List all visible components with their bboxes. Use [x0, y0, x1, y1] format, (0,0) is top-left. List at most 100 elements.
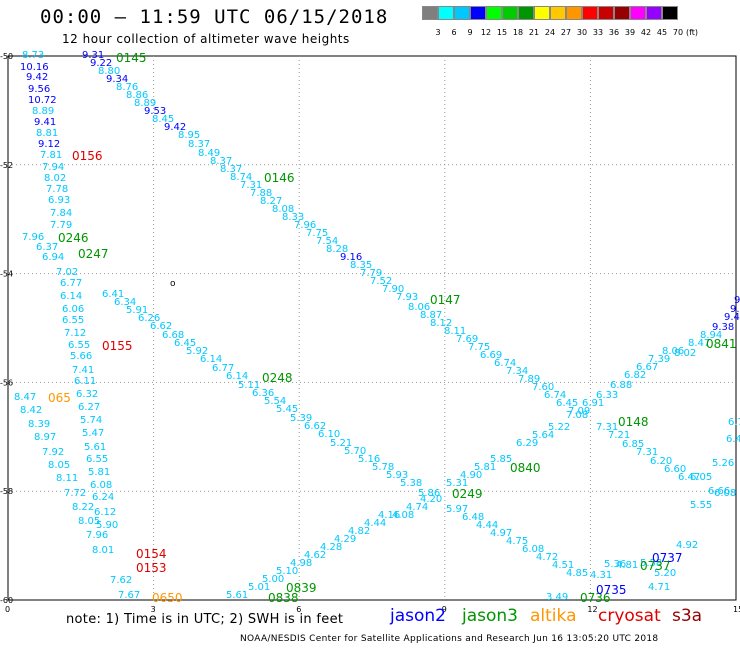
wave-height-value: 7.81: [40, 150, 62, 161]
wave-height-value: 4.97: [490, 528, 512, 539]
wave-height-value: 6.32: [76, 389, 98, 400]
colorbar-label: 15: [496, 28, 508, 37]
wave-height-value: 6.60: [664, 464, 686, 475]
colorbar-label: 30: [576, 28, 588, 37]
wave-height-value: 4.51: [552, 560, 574, 571]
wave-height-value: 8.97: [34, 432, 56, 443]
wave-height-value: 6.36: [252, 388, 274, 399]
colorbar-swatch: [630, 6, 646, 20]
wave-height-value: 9.12: [38, 139, 60, 150]
colorbar-label: 9: [467, 28, 473, 37]
wave-height-value: 6.45: [556, 398, 578, 409]
wave-height-value: 9.56: [28, 84, 50, 95]
wave-height-value: 8.02: [44, 173, 66, 184]
wave-height-value: 6.48: [462, 512, 484, 523]
wave-height-value: 6.62: [304, 421, 326, 432]
wave-height-value: 8.02: [674, 348, 696, 359]
wave-height-value: 8.22: [72, 502, 94, 513]
wave-height-value: 8.81: [36, 128, 58, 139]
wave-height-value: 6.88: [610, 380, 632, 391]
wave-height-value: 6.12: [94, 507, 116, 518]
wave-height-value: 8.87: [420, 310, 442, 321]
wave-height-value: 9.34: [106, 74, 128, 85]
wave-height-value: 5.26: [712, 458, 734, 469]
wave-height-value: 7.69: [456, 334, 478, 345]
wave-height-value: 5.10: [276, 566, 298, 577]
wave-height-value: 8.89: [134, 98, 156, 109]
wave-height-value: 6.77: [212, 363, 234, 374]
colorbar-label: 45: [656, 28, 668, 37]
wave-height-value: 6.77: [60, 278, 82, 289]
colorbar-label: 21: [528, 28, 540, 37]
wave-height-value: 5.55: [690, 500, 712, 511]
wave-height-value: 8.73: [22, 50, 44, 61]
latitude-label: -54: [0, 270, 13, 279]
wave-height-value: 7.31: [240, 180, 262, 191]
wave-height-value: 5.58: [640, 558, 662, 569]
wave-height-value: 6.55: [68, 340, 90, 351]
satellite-name: cryosat: [598, 606, 661, 626]
wave-height-value: 4.44: [364, 518, 386, 529]
wave-height-value: 5.39: [290, 413, 312, 424]
page-title: 00:00 – 11:59 UTC 06/15/2018: [40, 6, 389, 28]
small-mark: o: [170, 279, 176, 289]
wave-height-value: 5.78: [372, 462, 394, 473]
wave-height-value: 6.06: [62, 304, 84, 315]
colorbar-swatch: [582, 6, 598, 20]
colorbar-swatch: [454, 6, 470, 20]
wave-height-value: 6.94: [42, 252, 64, 263]
wave-height-value: 9: [734, 295, 740, 306]
wave-height-value: 8.05: [78, 516, 100, 527]
wave-height-value: 6.45: [174, 338, 196, 349]
wave-height-value: 8.74: [230, 172, 252, 183]
wave-height-value: 8.12: [430, 318, 452, 329]
wave-height-value: 5.64: [532, 430, 554, 441]
wave-height-value: 8.27: [260, 196, 282, 207]
latitude-label: -52: [0, 161, 13, 170]
pass-time-label: 0839: [286, 581, 317, 595]
wave-height-value: 4.82: [348, 526, 370, 537]
wave-height-value: 9.41: [34, 117, 56, 128]
colorbar-label: 39: [624, 28, 636, 37]
wave-height-value: 8.45: [152, 114, 174, 125]
wave-height-value: 6.34: [114, 297, 136, 308]
wave-height-value: 7.39: [648, 354, 670, 365]
wave-height-value: 5.81: [474, 462, 496, 473]
wave-height-value: 5.66: [70, 351, 92, 362]
wave-height-value: 4.28: [320, 542, 342, 553]
axis-labels: -50 -52 -54 -56 -58 -600 3 6 9 12 15: [0, 52, 740, 614]
wave-height-value: 4.72: [536, 552, 558, 563]
wave-height-value: 8.37: [220, 164, 242, 175]
wave-height-value: 7.79: [50, 220, 72, 231]
wave-height-value: 8.39: [28, 419, 50, 430]
wave-height-value: 5.86: [418, 488, 440, 499]
wave-height-value: 3.49: [546, 592, 568, 603]
wave-height-value: 6.08: [714, 488, 736, 499]
colorbar-swatch: [550, 6, 566, 20]
pass-time-label: 0147: [430, 293, 461, 307]
colorbar-label: 33: [592, 28, 604, 37]
wave-height-value: 10.16: [20, 62, 49, 73]
longitude-label: 15: [733, 605, 740, 614]
wave-height-value: 7.21: [608, 430, 630, 441]
colorbar-label: 70: [672, 28, 684, 37]
wave-height-value: 5.22: [548, 422, 570, 433]
wave-height-value: 6.85: [622, 439, 644, 450]
wave-height-value: 7.41: [72, 365, 94, 376]
satellite-name: s3a: [672, 606, 703, 626]
pass-time-label: 0153: [136, 561, 167, 575]
pass-time-label: 0840: [510, 461, 541, 475]
wave-height-value: 6.74: [544, 390, 566, 401]
colorbar-swatch: [422, 6, 438, 20]
wave-height-value: 6.41: [102, 289, 124, 300]
wave-height-value: 5.61: [226, 590, 248, 601]
wave-height-value: 6.4: [726, 434, 740, 445]
wave-height-value: 6.68: [162, 330, 184, 341]
wave-height-value: 6.08: [90, 480, 112, 491]
pass-time-label: 0148: [618, 415, 649, 429]
colorbar-swatch: [486, 6, 502, 20]
wave-height-value: 5.93: [386, 470, 408, 481]
colorbar-label: 3: [435, 28, 441, 37]
wave-height-value: 9.38: [712, 322, 734, 333]
